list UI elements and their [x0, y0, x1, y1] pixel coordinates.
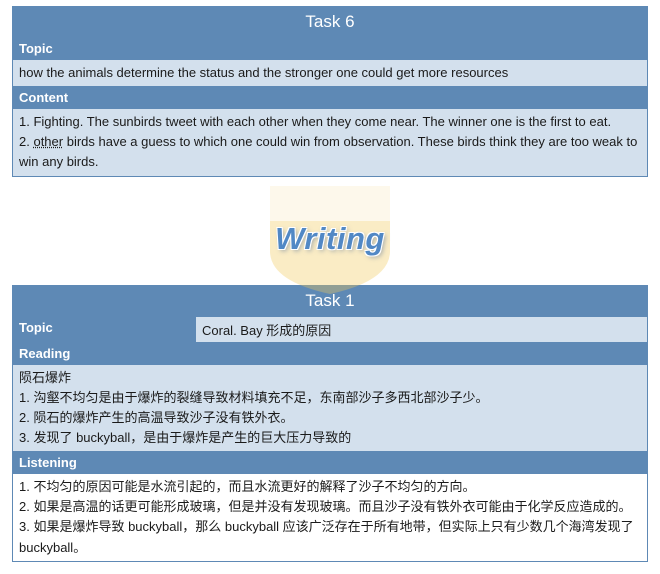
task1-reading-line2: 1. 沟壑不均匀是由于爆炸的裂缝导致材料填充不足，东南部沙子多西北部沙子少。: [19, 390, 488, 405]
task6-topic-label: Topic: [12, 38, 648, 60]
task1-listening-line3: 3. 如果是爆炸导致 buckyball，那么 buckyball 应该广泛存在…: [19, 519, 634, 554]
task6-content-other: other: [33, 134, 63, 149]
writing-section: Writing: [12, 177, 648, 285]
task6-content-line2a: 2.: [19, 134, 33, 149]
task1-reading-line4: 3. 发现了 buckyball，是由于爆炸是产生的巨大压力导致的: [19, 430, 351, 445]
task1-topic-label: Topic: [13, 317, 196, 342]
task1-reading-label: Reading: [12, 343, 648, 365]
task1-reading-body: 陨石爆炸 1. 沟壑不均匀是由于爆炸的裂缝导致材料填充不足，东南部沙子多西北部沙…: [12, 365, 648, 453]
task1-listening-label: Listening: [12, 452, 648, 474]
writing-title: Writing: [275, 221, 385, 256]
task6-topic-value: how the animals determine the status and…: [12, 60, 648, 87]
task6-content-line1: 1. Fighting. The sunbirds tweet with eac…: [19, 114, 611, 129]
task6-content-label: Content: [12, 87, 648, 109]
task1-listening-line2: 2. 如果是高温的话更可能形成玻璃，但是并没有发现玻璃。而且沙子没有铁外衣可能由…: [19, 499, 631, 514]
task1-reading-line1: 陨石爆炸: [19, 370, 71, 385]
task1-reading-line3: 2. 陨石的爆炸产生的高温导致沙子没有铁外衣。: [19, 410, 293, 425]
task6-content-line2b: birds have a guess to which one could wi…: [19, 134, 637, 169]
task1-listening-line1: 1. 不均匀的原因可能是水流引起的，而且水流更好的解释了沙子不均匀的方向。: [19, 479, 475, 494]
task1-topic-row: Topic Coral. Bay 形成的原因: [12, 317, 648, 343]
task1-topic-value: Coral. Bay 形成的原因: [196, 317, 647, 342]
task6-header: Task 6: [12, 6, 648, 38]
task1-listening-body: 1. 不均匀的原因可能是水流引起的，而且水流更好的解释了沙子不均匀的方向。 2.…: [12, 474, 648, 562]
